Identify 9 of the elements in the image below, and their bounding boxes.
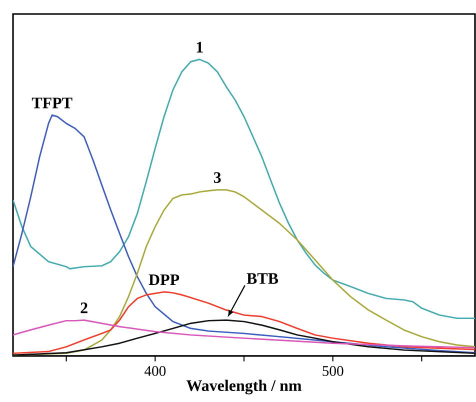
series-label: 1 bbox=[196, 42, 203, 52]
series-label: 3 bbox=[214, 172, 221, 183]
series-label: 2 bbox=[80, 302, 88, 314]
x-axis-title: Wavelength / nm bbox=[186, 380, 302, 394]
x-tick-label: 400 bbox=[144, 366, 166, 376]
series-label: TFPT bbox=[32, 98, 72, 108]
text: BTB bbox=[246, 273, 278, 284]
x-tick-label: 500 bbox=[322, 366, 344, 376]
series-label: DPP bbox=[148, 274, 180, 285]
